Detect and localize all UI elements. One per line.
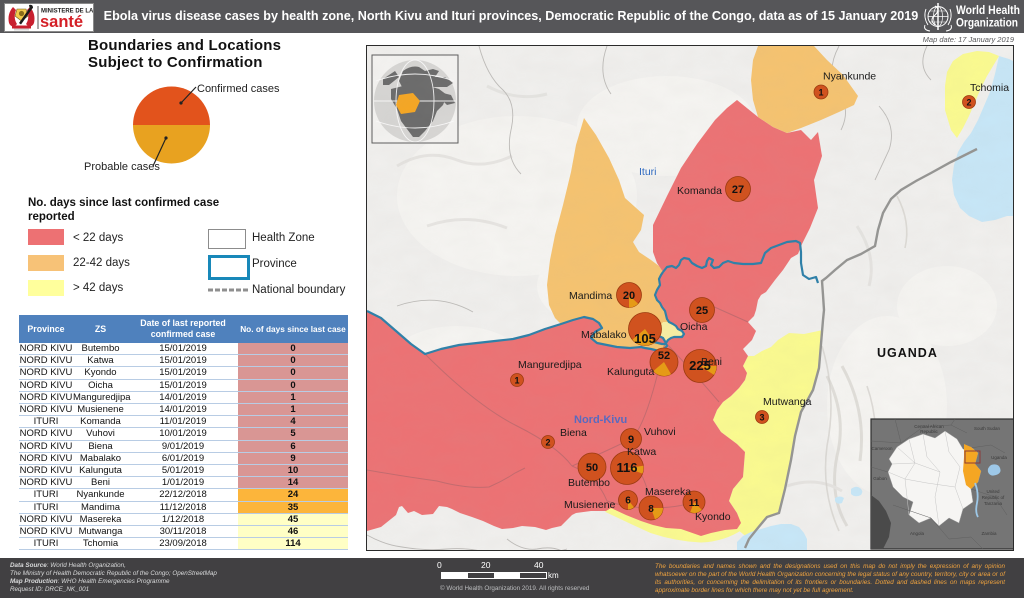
svg-text:Mabalako: Mabalako (581, 329, 627, 341)
svg-text:Butembo: Butembo (568, 477, 610, 489)
svg-text:Masereka: Masereka (645, 486, 691, 498)
svg-text:50: 50 (586, 462, 598, 474)
svg-text:20: 20 (623, 290, 635, 302)
svg-text:Tanzania: Tanzania (984, 501, 1003, 506)
svg-text:Biena: Biena (560, 427, 587, 439)
svg-text:8: 8 (648, 504, 654, 515)
svg-text:2: 2 (545, 438, 550, 448)
svg-text:Central African: Central African (914, 424, 944, 429)
svg-text:225: 225 (689, 358, 711, 373)
svg-text:116: 116 (617, 460, 638, 475)
svg-text:Gabon: Gabon (873, 476, 887, 481)
svg-text:11: 11 (689, 498, 700, 509)
svg-text:27: 27 (732, 184, 744, 196)
svg-text:2: 2 (966, 98, 971, 108)
svg-text:Kyondo: Kyondo (695, 511, 731, 523)
svg-text:Musienene: Musienene (564, 499, 616, 511)
svg-text:Mandima: Mandima (569, 290, 612, 302)
svg-text:Ituri: Ituri (639, 166, 657, 178)
svg-text:3: 3 (759, 413, 764, 423)
svg-text:Mutwanga: Mutwanga (763, 396, 812, 408)
svg-text:Nyankunde: Nyankunde (823, 71, 876, 83)
svg-text:Organization: Organization (956, 18, 1018, 30)
svg-text:Angola: Angola (910, 531, 925, 536)
svg-text:Manguredjipa: Manguredjipa (518, 359, 582, 371)
svg-text:Tchomia: Tchomia (970, 82, 1009, 94)
svg-text:santé: santé (40, 13, 83, 31)
svg-text:Zambia: Zambia (981, 531, 997, 536)
svg-text:Cameroon: Cameroon (871, 446, 893, 451)
svg-text:Republic: Republic (920, 429, 938, 434)
svg-text:9: 9 (628, 434, 634, 446)
svg-text:52: 52 (658, 350, 670, 362)
svg-text:Uganda: Uganda (991, 455, 1007, 460)
svg-text:South Sudan: South Sudan (974, 426, 1001, 431)
svg-text:UGANDA: UGANDA (877, 346, 938, 360)
svg-text:105: 105 (634, 331, 656, 346)
svg-text:World Health: World Health (956, 5, 1020, 17)
svg-text:6: 6 (625, 496, 631, 507)
svg-text:Republic of: Republic of (982, 495, 1005, 500)
svg-text:Beni: Beni (701, 356, 722, 368)
svg-text:Vuhovi: Vuhovi (644, 426, 676, 438)
svg-text:Komanda: Komanda (677, 185, 722, 197)
svg-text:Oicha: Oicha (680, 321, 708, 333)
svg-text:Nord-Kivu: Nord-Kivu (574, 414, 627, 426)
svg-text:Kalunguta: Kalunguta (607, 366, 654, 378)
svg-text:United: United (986, 489, 1000, 494)
svg-text:1: 1 (514, 376, 519, 386)
svg-text:Katwa: Katwa (627, 446, 656, 458)
svg-text:MINISTERE DE LA: MINISTERE DE LA (41, 9, 93, 15)
svg-text:25: 25 (696, 305, 708, 317)
svg-text:1: 1 (818, 88, 823, 98)
